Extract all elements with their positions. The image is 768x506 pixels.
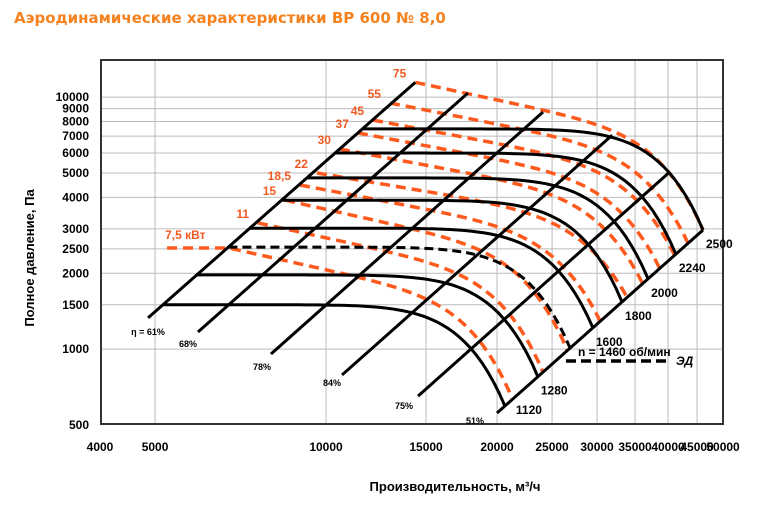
x-tick-label: 30000 bbox=[580, 440, 614, 454]
power-curve-185 bbox=[299, 183, 602, 323]
y-tick-label: 9000 bbox=[62, 102, 89, 116]
power-label: 15 bbox=[263, 184, 277, 198]
power-label: 11 bbox=[236, 207, 249, 221]
speed-curve-2240 bbox=[335, 151, 678, 255]
rpm-label: 2500 bbox=[706, 237, 733, 251]
y-tick-label: 5000 bbox=[62, 166, 89, 180]
power-curve-15 bbox=[284, 198, 570, 352]
y-tick-label: 4000 bbox=[62, 190, 89, 204]
speed-curve-1280 bbox=[196, 273, 540, 378]
efficiency-label: 75% bbox=[395, 401, 413, 411]
x-axis-title: Производительность, м³/ч bbox=[370, 479, 541, 494]
power-label: 18,5 bbox=[268, 169, 292, 183]
rpm-label: 2000 bbox=[651, 286, 678, 300]
speed-curve-1460 bbox=[228, 245, 572, 349]
speed-curve-2000 bbox=[306, 176, 650, 280]
power-curve-11 bbox=[257, 221, 545, 373]
efficiency-label: 78% bbox=[253, 362, 271, 372]
power-curve-55 bbox=[389, 101, 690, 245]
rpm-label: 1800 bbox=[625, 309, 652, 323]
speed-curve-1600 bbox=[249, 226, 595, 329]
y-tick-label: 2500 bbox=[62, 242, 89, 256]
x-tick-label: 50000 bbox=[706, 440, 740, 454]
rpm-label: 2240 bbox=[679, 261, 706, 275]
plot-frame bbox=[100, 59, 724, 425]
rpm-label: 1280 bbox=[541, 384, 568, 398]
efficiency-label: 51% bbox=[466, 416, 484, 426]
power-curve-37 bbox=[357, 131, 662, 270]
power-curve-45 bbox=[372, 118, 677, 257]
y-tick-label: 8000 bbox=[62, 115, 89, 129]
y-tick-label: 7000 bbox=[62, 129, 89, 143]
x-tick-label: 25000 bbox=[535, 440, 569, 454]
y-tick-label: 500 bbox=[69, 418, 89, 432]
power-label: 22 bbox=[295, 157, 309, 171]
power-curve-75 bbox=[167, 246, 515, 400]
chart-title: Аэродинамические характеристики ВР 600 №… bbox=[14, 9, 446, 27]
power-label: 7,5 кВт bbox=[165, 228, 206, 242]
x-tick-label: 40000 bbox=[651, 440, 685, 454]
power-curve-75 bbox=[414, 80, 705, 231]
efficiency-ray bbox=[341, 133, 614, 377]
speed-curve-1120 bbox=[163, 303, 507, 407]
power-label: 75 bbox=[393, 66, 407, 80]
speed-curve-1800 bbox=[281, 198, 624, 303]
x-tick-label: 35000 bbox=[618, 440, 652, 454]
y-tick-label: 3000 bbox=[62, 222, 89, 236]
efficiency-label: 84% bbox=[323, 378, 341, 388]
rpm-label: 1600 bbox=[596, 335, 623, 349]
x-tick-label: 45000 bbox=[680, 440, 714, 454]
efficiency-ray bbox=[196, 91, 469, 334]
x-tick-label: 4000 bbox=[87, 440, 114, 454]
y-axis-title: Полное давление, Па bbox=[22, 189, 37, 327]
y-tick-label: 6000 bbox=[62, 146, 89, 160]
y-tick-label: 2000 bbox=[62, 266, 89, 280]
x-tick-label: 20000 bbox=[480, 440, 514, 454]
y-tick-label: 1000 bbox=[62, 342, 89, 356]
power-label: 37 bbox=[336, 117, 350, 131]
y-tick-label: 10000 bbox=[56, 90, 90, 104]
power-curve-30 bbox=[339, 147, 645, 285]
motor-legend-symbol: ЭД bbox=[676, 354, 693, 368]
efficiency-label: 68% bbox=[179, 339, 197, 349]
efficiency-label: η = 61% bbox=[131, 327, 165, 337]
x-tick-label: 15000 bbox=[409, 440, 443, 454]
power-label: 30 bbox=[318, 133, 332, 147]
x-tick-label: 10000 bbox=[309, 440, 343, 454]
efficiency-ray bbox=[496, 228, 705, 415]
power-label: 45 bbox=[351, 104, 365, 118]
efficiency-ray bbox=[417, 170, 671, 398]
power-label: 55 bbox=[368, 87, 382, 101]
rpm-label: 1120 bbox=[516, 403, 542, 417]
y-tick-label: 1500 bbox=[62, 298, 89, 312]
motor-legend-text: n = 1460 об/мин bbox=[578, 345, 671, 359]
x-tick-label: 5000 bbox=[142, 440, 169, 454]
speed-curve-2500 bbox=[362, 127, 705, 231]
